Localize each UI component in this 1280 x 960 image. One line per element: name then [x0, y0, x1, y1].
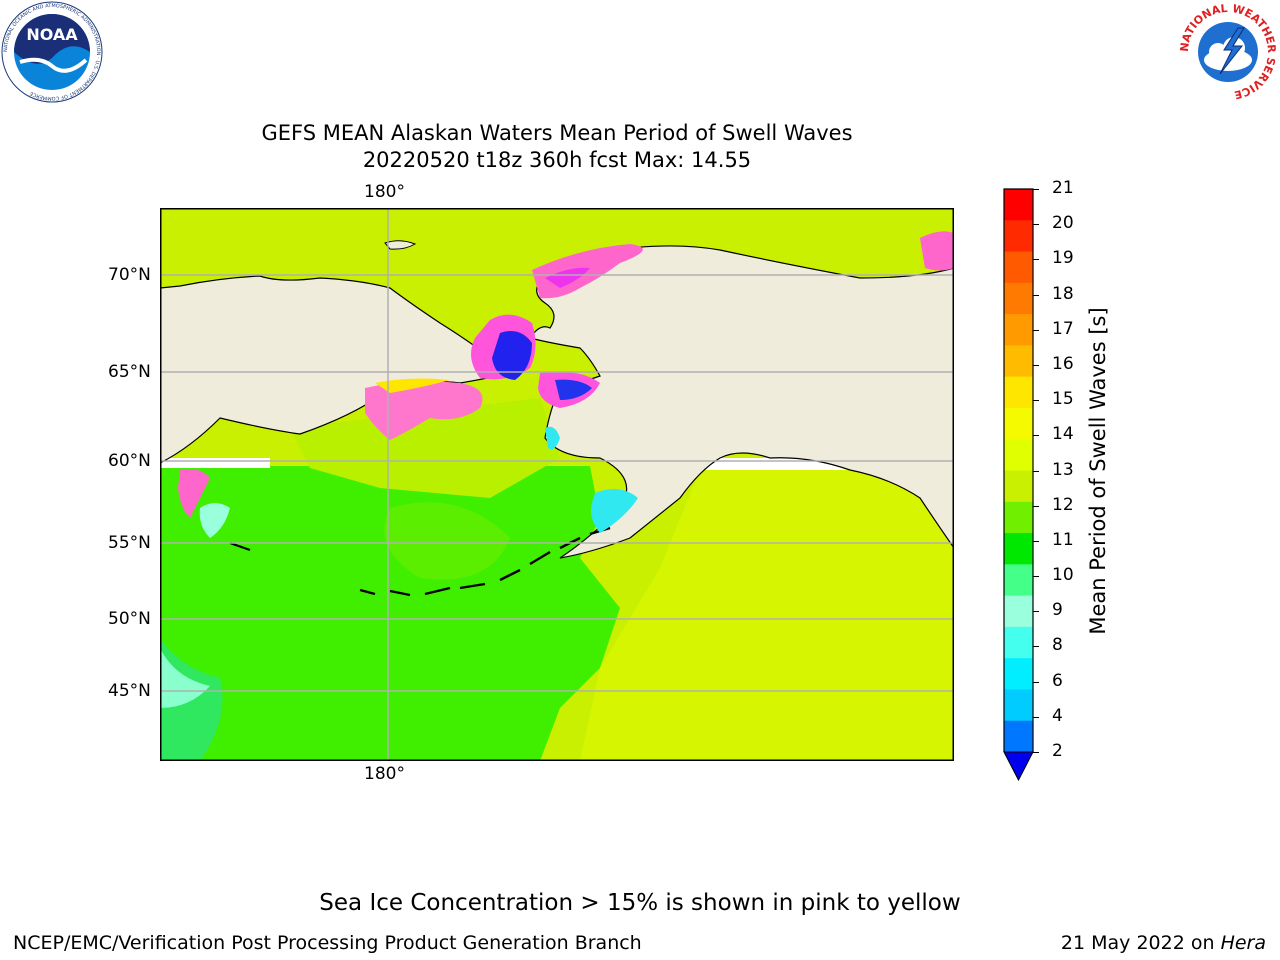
colorbar-tick-mark	[1033, 329, 1039, 331]
colorbar-tick-mark	[1033, 224, 1039, 226]
colorbar-swatch	[1004, 626, 1033, 659]
colorbar-tick-mark	[1033, 400, 1039, 402]
cyan-anadyr	[199, 503, 230, 538]
colorbar-tick-mark	[1033, 505, 1039, 507]
footer-date: 21 May 2022 on	[1060, 932, 1221, 954]
colorbar-swatch	[1004, 314, 1033, 346]
footer-left: NCEP/EMC/Verification Post Processing Pr…	[13, 932, 642, 954]
lat-label-65: 65°N	[108, 362, 151, 382]
colorbar-tick-mark	[1033, 435, 1039, 437]
colorbar-tick-mark	[1033, 752, 1039, 753]
lat-label-60: 60°N	[108, 451, 151, 471]
colorbar-tick-mark	[1033, 716, 1039, 718]
colorbar-tick-label: 12	[1052, 494, 1074, 515]
colorbar-tick-mark	[1033, 294, 1039, 296]
nws-logo: NATIONAL WEATHER SERVICE	[1176, 0, 1280, 104]
colorbar-swatch	[1004, 533, 1033, 565]
lat-label-55: 55°N	[108, 533, 151, 553]
colorbar-tick-label: 6	[1052, 670, 1063, 691]
colorbar-tick-label: 16	[1052, 353, 1074, 374]
missing-data-strip-west	[160, 458, 270, 468]
footer-machine: Hera	[1220, 932, 1266, 954]
colorbar-tick-label: 17	[1052, 318, 1074, 339]
svg-text:NOAA: NOAA	[26, 25, 78, 44]
colorbar-tick-label: 4	[1052, 705, 1063, 726]
ocean-west-patches	[384, 502, 860, 680]
colorbar-tick-label: 14	[1052, 424, 1074, 445]
wrangel-island	[384, 240, 417, 250]
colorbar-extend-arrow	[1003, 751, 1034, 782]
colorbar-tick-mark	[1033, 576, 1039, 578]
colorbar-swatch	[1004, 470, 1033, 503]
colorbar-swatch	[1004, 439, 1033, 471]
sea-ice-chukchi-magenta	[545, 267, 590, 288]
map-frame	[160, 208, 954, 761]
lat-label-45: 45°N	[108, 681, 151, 701]
lat-label-70: 70°N	[108, 265, 151, 285]
map-panel	[159, 208, 955, 761]
colorbar-tick-label: 2	[1052, 741, 1063, 761]
colorbar-swatch	[1004, 407, 1033, 440]
colorbar-tick-label: 8	[1052, 635, 1063, 656]
colorbar-swatch	[1004, 220, 1033, 253]
colorbar-tick-label: 15	[1052, 389, 1074, 410]
chart-subtitle: 20220520 t18z 360h fcst Max: 14.55	[362, 148, 752, 172]
colorbar-tick-label: 9	[1052, 600, 1063, 621]
commander-islands	[229, 541, 251, 552]
colorbar-swatch	[1004, 689, 1033, 722]
chart-title: GEFS MEAN Alaskan Waters Mean Period of …	[261, 121, 853, 145]
colorbar-tick-label: 11	[1052, 529, 1074, 550]
colorbar-tick-mark	[1033, 259, 1039, 261]
lon-label-top: 180°	[364, 182, 405, 202]
deep-blue-bering-strait	[492, 330, 532, 380]
noaa-logo: NOAA NATIONAL OCEANIC AND ATMOSPHERIC AD…	[0, 0, 104, 104]
colorbar-swatch	[1004, 595, 1033, 628]
colorbar-swatch	[1004, 189, 1033, 221]
colorbar-tick-label: 21	[1052, 178, 1074, 198]
sea-ice-beaufort	[920, 231, 954, 271]
sea-ice-footnote: Sea Ice Concentration > 15% is shown in …	[319, 890, 961, 916]
colorbar-tick-mark	[1033, 189, 1039, 190]
colorbar-label: Mean Period of Swell Waves [s]	[1086, 307, 1110, 635]
cyan-bristol-bay	[591, 489, 638, 533]
colorbar-tick-mark	[1033, 540, 1039, 542]
gridlines	[160, 208, 954, 761]
colorbar-swatch	[1004, 251, 1033, 284]
colorbar-swatch	[1004, 376, 1033, 409]
colorbar-swatch	[1004, 720, 1033, 753]
colorbar-tick-mark	[1033, 611, 1039, 613]
sea-ice-bering-edge-yellow	[375, 378, 450, 393]
pink-kamchatka-coast	[178, 469, 210, 518]
colorbar-tick-label: 19	[1052, 248, 1074, 269]
colorbar-swatch	[1004, 658, 1033, 690]
deep-blue-norton	[555, 379, 592, 400]
nws-logo-icon: NATIONAL WEATHER SERVICE	[1178, 2, 1278, 102]
colorbar-tick-label: 20	[1052, 213, 1074, 234]
colorbar-tick-label: 10	[1052, 565, 1074, 586]
colorbar-tick-label: 18	[1052, 283, 1074, 304]
colorbar-tick-mark	[1033, 470, 1039, 472]
noaa-logo-icon: NOAA NATIONAL OCEANIC AND ATMOSPHERIC AD…	[1, 1, 103, 103]
ocean-nw-patch	[160, 648, 210, 708]
map-canvas	[159, 208, 955, 761]
colorbar-swatch	[1004, 345, 1033, 378]
colorbar-tick-mark	[1033, 646, 1039, 648]
lat-label-50: 50°N	[108, 609, 151, 629]
colorbar-swatch	[1004, 282, 1033, 315]
colorbar-swatch	[1004, 501, 1033, 534]
colorbar-tick-mark	[1033, 681, 1039, 683]
colorbar-swatch	[1004, 564, 1033, 597]
colorbar-ticks: 21 20 19 18 17 16 15 14 13 12 11 10 9 8 6 4 2	[1033, 178, 1080, 766]
colorbar-tick-label: 13	[1052, 459, 1074, 480]
colorbar-swatches	[1003, 188, 1034, 782]
colorbar	[1000, 186, 1036, 786]
sea-ice-bering-edge	[365, 381, 483, 440]
colorbar-tick-mark	[1033, 364, 1039, 366]
bering-shelf	[290, 398, 560, 498]
cyan-yukon-delta	[545, 426, 560, 450]
footer-right: 21 May 2022 on Hera	[1061, 932, 1266, 954]
lon-label-bottom: 180°	[364, 764, 405, 784]
